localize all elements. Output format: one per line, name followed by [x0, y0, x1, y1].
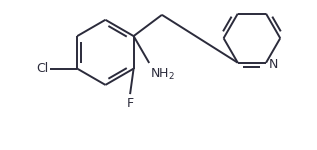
- Text: F: F: [126, 97, 134, 110]
- Text: Cl: Cl: [36, 62, 48, 75]
- Text: N: N: [269, 58, 278, 71]
- Text: NH$_2$: NH$_2$: [150, 66, 175, 82]
